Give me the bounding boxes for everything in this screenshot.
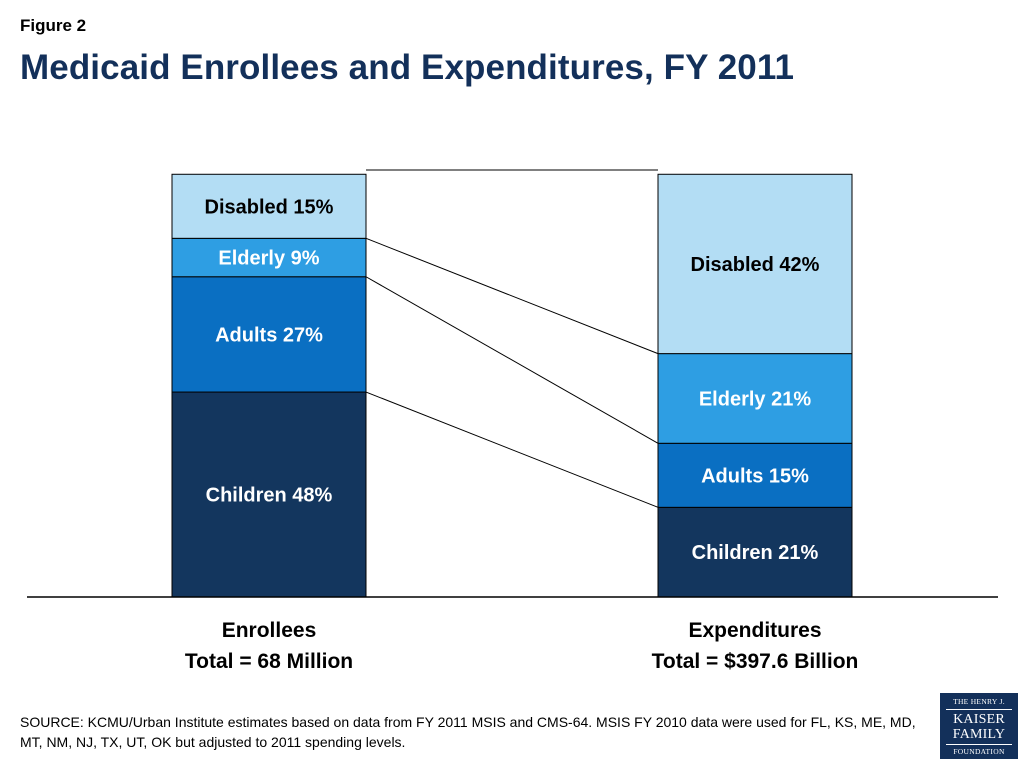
source-note: SOURCE: KCMU/Urban Institute estimates b… xyxy=(20,714,916,750)
data-label: Disabled 15% xyxy=(205,196,334,218)
bar-segment-elderly-enrollees xyxy=(171,237,367,278)
bars: Children 48% Children 21% Adults 27% Adults… xyxy=(171,173,853,598)
bar-segment-adults-expenditures xyxy=(657,442,853,508)
connector-lines xyxy=(365,169,659,508)
data-label: Elderly 21% xyxy=(699,388,812,410)
category-label-expenditures: Expenditures Total = $397.6 Billion xyxy=(595,615,915,677)
category-subtitle: Total = $397.6 Billion xyxy=(651,650,859,673)
data-label: Adults 27% xyxy=(215,324,323,346)
category-subtitle: Total = 68 Million xyxy=(184,650,354,673)
connector-line xyxy=(365,237,659,355)
data-label: Elderly 9% xyxy=(218,248,319,270)
category-name: Enrollees xyxy=(221,619,317,642)
bar-segment-adults-enrollees xyxy=(171,276,367,393)
data-label: Children 21% xyxy=(692,542,819,564)
category-label-enrollees: Enrollees Total = 68 Million xyxy=(109,615,429,677)
data-label: Adults 15% xyxy=(701,465,809,487)
category-name: Expenditures xyxy=(688,619,822,642)
stacked-bar-chart: Children 48% Children 21% Adults 27% Adults… xyxy=(27,169,998,598)
bar-segment-children-enrollees xyxy=(171,391,367,598)
page-title: Medicaid Enrollees and Expenditures, FY … xyxy=(20,48,795,87)
bar-segment-children-expenditures xyxy=(657,506,853,598)
connector-line xyxy=(365,391,659,508)
figure-label: Figure 2 xyxy=(20,16,87,35)
bar-segment-disabled-enrollees xyxy=(171,173,367,239)
bar-segment-elderly-expenditures xyxy=(657,353,853,444)
connector-line xyxy=(365,276,659,444)
kaiser-family-foundation-logo: THE HENRY J. KAISER FAMILY FOUNDATION xyxy=(940,693,1018,759)
data-label: Children 48% xyxy=(206,485,333,507)
bar-segment-disabled-expenditures xyxy=(657,173,853,355)
data-label: Disabled 42% xyxy=(691,254,820,276)
